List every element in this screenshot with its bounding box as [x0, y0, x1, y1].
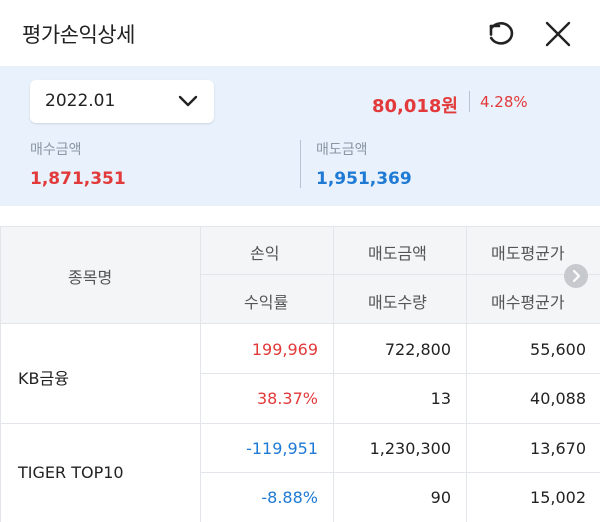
- summary-panel: 2022.01 80,018원 4.28% 매수금액 1,871,351 매도금…: [0, 66, 600, 206]
- return-rate-value: 38.37%: [256, 389, 318, 408]
- chevron-right-icon: [572, 269, 581, 283]
- divider: [333, 226, 334, 522]
- divider: [200, 472, 600, 473]
- divider: [469, 91, 470, 112]
- header-bar: 평가손익상세: [0, 0, 600, 66]
- divider: [0, 423, 600, 424]
- avg-sell-price-value: 55,600: [530, 340, 586, 359]
- divider: [300, 140, 301, 188]
- header-avg-buy-price: 매수평균가: [491, 293, 565, 312]
- divider: [200, 373, 600, 374]
- sell-qty-value: 90: [430, 488, 451, 507]
- sell-amount-label: 매도금액: [316, 142, 368, 158]
- return-rate-value: -8.88%: [261, 488, 318, 507]
- buy-amount-value: 1,871,351: [30, 169, 126, 189]
- month-select[interactable]: 2022.01: [30, 80, 214, 123]
- sell-amount-value: 722,800: [384, 340, 451, 359]
- chevron-down-icon: [178, 95, 198, 107]
- divider: [0, 323, 600, 324]
- total-pnl-amount: 80,018원: [371, 96, 458, 117]
- header-avg-sell-price: 매도평균가: [491, 244, 565, 263]
- close-icon: [545, 21, 571, 47]
- avg-buy-price-value: 15,002: [530, 488, 586, 507]
- header-sell-qty: 매도수량: [368, 293, 427, 312]
- page-title: 평가손익상세: [22, 23, 135, 47]
- header-pnl: 손익: [250, 244, 280, 263]
- pnl-value: 199,969: [251, 340, 318, 359]
- scroll-right-button[interactable]: [564, 264, 588, 288]
- divider: [200, 226, 201, 522]
- header-return-rate: 수익률: [244, 293, 289, 312]
- refresh-icon: [489, 22, 514, 45]
- sell-amount-value: 1,951,369: [316, 169, 412, 189]
- divider: [0, 226, 1, 522]
- avg-buy-price-value: 40,088: [530, 389, 586, 408]
- stock-name[interactable]: KB금융: [18, 369, 69, 388]
- divider: [466, 226, 467, 522]
- buy-amount-label: 매수금액: [30, 142, 82, 158]
- header-sell-amount: 매도금액: [368, 244, 427, 263]
- divider: [0, 226, 600, 227]
- holdings-table: 종목명 손익 수익률 매도금액 매도수량 매도평균가 매수평균가 KB금융 19…: [0, 226, 600, 522]
- refresh-button[interactable]: [482, 17, 518, 51]
- divider: [200, 274, 600, 275]
- pnl-value: -119,951: [246, 439, 318, 458]
- stock-name[interactable]: TIGER TOP10: [18, 463, 124, 482]
- month-value: 2022.01: [45, 91, 116, 111]
- total-return-rate: 4.28%: [480, 93, 528, 111]
- sell-qty-value: 13: [430, 389, 451, 408]
- avg-sell-price-value: 13,670: [530, 439, 586, 458]
- header-name: 종목명: [68, 268, 113, 287]
- close-button[interactable]: [540, 17, 576, 51]
- sell-amount-value: 1,230,300: [369, 439, 451, 458]
